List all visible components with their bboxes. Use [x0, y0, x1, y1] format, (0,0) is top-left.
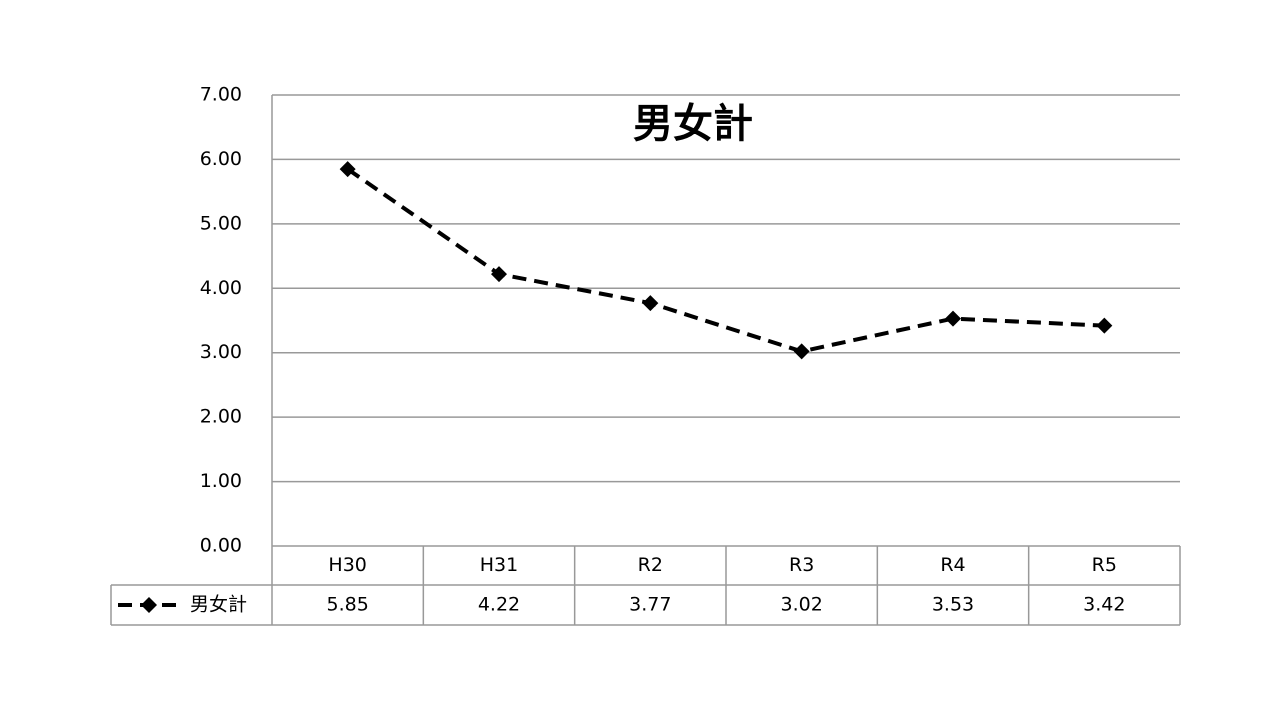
table-value: 3.53	[932, 594, 974, 616]
x-tick-label: R5	[1092, 554, 1117, 576]
legend-marker	[141, 597, 157, 613]
x-tick-label: R4	[940, 554, 965, 576]
y-tick-label: 2.00	[200, 406, 242, 428]
y-tick-label: 7.00	[200, 84, 242, 106]
x-tick-label: H30	[328, 554, 366, 576]
marker	[945, 310, 961, 327]
y-tick-label: 4.00	[200, 277, 242, 299]
table-value: 3.02	[781, 594, 823, 616]
series-line	[346, 167, 1105, 354]
marker	[339, 161, 356, 178]
y-tick-label: 0.00	[200, 535, 242, 557]
table-value: 3.42	[1083, 594, 1125, 616]
y-tick-label: 6.00	[200, 148, 242, 170]
table-value: 5.85	[327, 594, 369, 616]
marker	[793, 343, 810, 360]
x-tick-label: R2	[638, 554, 663, 576]
legend-label: 男女計	[190, 594, 247, 616]
marker	[491, 266, 507, 283]
chart-title: 男女計	[633, 101, 753, 147]
y-tick-label: 3.00	[200, 341, 242, 363]
table-value: 4.22	[478, 594, 520, 616]
y-tick-label: 5.00	[200, 212, 242, 234]
x-tick-label: R3	[789, 554, 814, 576]
marker	[642, 295, 659, 312]
x-tick-label: H31	[480, 554, 518, 576]
marker	[1096, 317, 1113, 334]
y-tick-label: 1.00	[200, 470, 242, 492]
table-value: 3.77	[629, 594, 671, 616]
